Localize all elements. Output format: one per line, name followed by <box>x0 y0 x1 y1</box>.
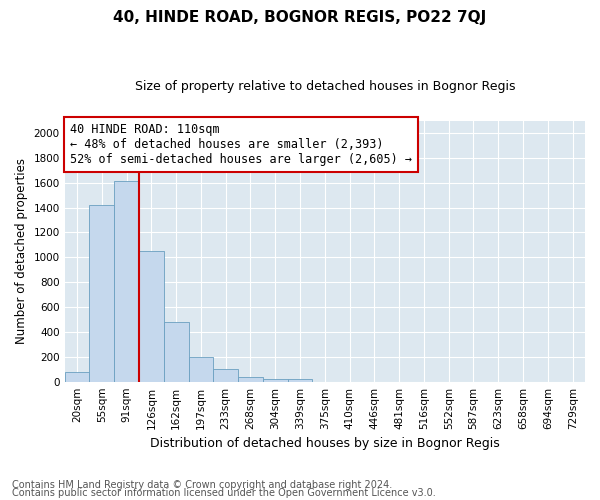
Text: 40 HINDE ROAD: 110sqm
← 48% of detached houses are smaller (2,393)
52% of semi-d: 40 HINDE ROAD: 110sqm ← 48% of detached … <box>70 123 412 166</box>
Text: 40, HINDE ROAD, BOGNOR REGIS, PO22 7QJ: 40, HINDE ROAD, BOGNOR REGIS, PO22 7QJ <box>113 10 487 25</box>
Bar <box>139 251 164 382</box>
Y-axis label: Number of detached properties: Number of detached properties <box>15 158 28 344</box>
Text: Contains public sector information licensed under the Open Government Licence v3: Contains public sector information licen… <box>12 488 436 498</box>
Bar <box>238 378 263 382</box>
Bar <box>65 372 89 382</box>
Bar <box>287 379 313 382</box>
Text: Contains HM Land Registry data © Crown copyright and database right 2024.: Contains HM Land Registry data © Crown c… <box>12 480 392 490</box>
Title: Size of property relative to detached houses in Bognor Regis: Size of property relative to detached ho… <box>134 80 515 93</box>
Bar <box>188 357 214 382</box>
Bar <box>263 378 287 382</box>
Bar <box>114 182 139 382</box>
X-axis label: Distribution of detached houses by size in Bognor Regis: Distribution of detached houses by size … <box>150 437 500 450</box>
Bar <box>89 205 114 382</box>
Bar <box>214 368 238 382</box>
Bar <box>164 322 188 382</box>
